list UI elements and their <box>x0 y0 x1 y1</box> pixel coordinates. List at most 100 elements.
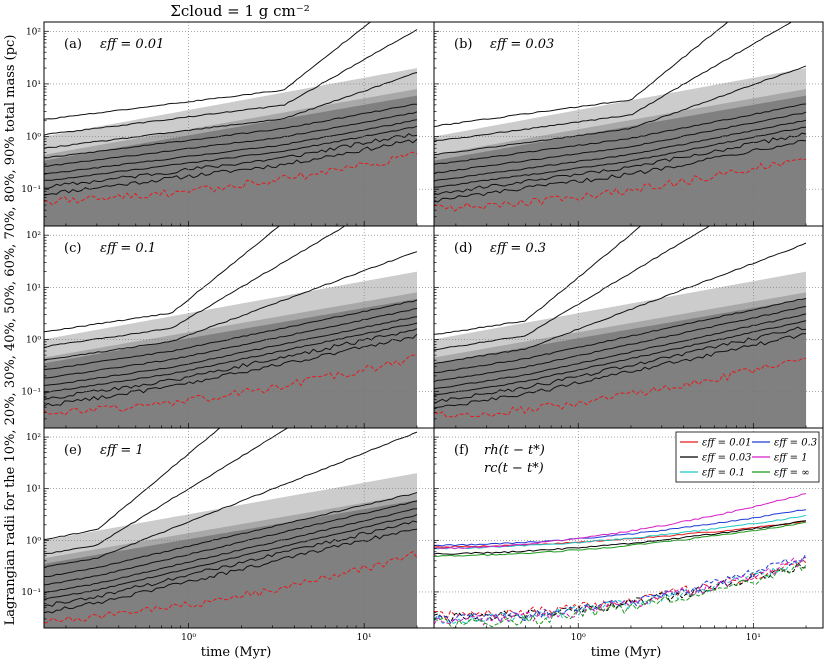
rh-line-eff-3 <box>434 509 807 547</box>
lagrangian-radius-line-50pct-c <box>44 316 418 386</box>
lagrangian-radius-line-40pct-e <box>44 514 418 601</box>
lagrangian-radius-line-80pct-e <box>44 431 418 569</box>
lagrangian-radius-line-30pct-d <box>434 326 807 404</box>
lagrangian-radius-line-30pct-b <box>434 132 807 196</box>
lagrangian-radius-line-70pct-a <box>44 103 417 159</box>
panel-d: (d) εff = 0.3 <box>433 225 824 429</box>
lagrangian-radius-line-90pct-a <box>44 29 418 136</box>
lagrangian-radius-line-20pct-e <box>44 528 418 614</box>
legend-entry-2: εff = 0.03 <box>702 453 751 464</box>
lagrangian-radius-line-50pct-e <box>44 508 418 594</box>
y-tick-label-0-a: 10⁻¹ <box>21 185 41 195</box>
lagrangian-radius-line-60pct-a <box>44 111 418 167</box>
lagrangian-radius-line-10pct-b <box>434 158 807 212</box>
legend-title-rh: rh(t − t*) <box>484 443 545 458</box>
lagrangian-radius-line-100pct-b <box>434 22 729 128</box>
lagrangian-radius-line-30pct-e <box>44 520 418 607</box>
y-tick-label-3-e: 10² <box>26 433 41 443</box>
lagrangian-radius-line-90pct-b <box>434 22 793 142</box>
rc-line-eff-5 <box>434 563 807 628</box>
lagrangian-radius-line-70pct-b <box>434 103 807 165</box>
lagrangian-radius-line-100pct-d <box>434 226 642 335</box>
panel-label-b: (b) <box>454 37 472 52</box>
panel-eff-a: εff = 0.01 <box>100 37 164 52</box>
panel-f: 10⁰ 10¹(f) rh(t − t*)rc(t − t*)εff = 0.01 ε… <box>433 427 824 643</box>
lagrangian-radius-line-40pct-b <box>434 126 807 188</box>
panels: 10⁻¹ 10⁰ 10¹ 10² (a) εff = 0.01 (b) εff = 0.03 1… <box>21 21 824 643</box>
panel-plot-area-d <box>434 226 807 428</box>
lagrangian-radius-line-50pct-a <box>44 119 418 175</box>
rh-line-eff-5 <box>434 521 807 557</box>
lagrangian-radius-line-10pct-e <box>44 550 418 624</box>
lagrangian-radius-line-60pct-b <box>434 111 807 174</box>
panel-plot-area-c <box>44 226 418 428</box>
lagrangian-radius-line-50pct-b <box>434 119 807 182</box>
rc-line-eff-4 <box>434 556 807 626</box>
lagrangian-radius-line-10pct-c <box>44 354 418 416</box>
x-axis-label-right: time (Myr) <box>591 645 662 660</box>
panel-label-a: (a) <box>64 37 82 52</box>
lagrangian-radius-line-40pct-d <box>434 320 807 397</box>
lagrangian-radius-line-80pct-d <box>434 242 807 365</box>
figure-title: Σcloud = 1 g cm⁻² <box>170 2 309 20</box>
y-tick-label-2-c: 10¹ <box>26 283 41 293</box>
lagrangian-radius-line-60pct-e <box>44 500 418 586</box>
legend-entry-1: εff = 0.3 <box>774 438 817 449</box>
lagrangian-radius-line-90pct-e <box>44 428 289 555</box>
panel-eff-b: εff = 0.03 <box>490 37 554 52</box>
panel-label-c: (c) <box>64 241 81 256</box>
legend: εff = 0.01 εff = 0.3 εff = 0.03 εff = 1 εff … <box>675 431 820 483</box>
x-axis-label-left: time (Myr) <box>201 645 272 660</box>
y-tick-label-3-a: 10² <box>26 27 41 37</box>
panel-plot-area-e <box>44 428 418 628</box>
y-tick-label-0-c: 10⁻¹ <box>21 388 41 398</box>
lagrangian-radius-line-40pct-c <box>44 322 418 393</box>
lagrangian-radius-line-70pct-d <box>434 298 807 373</box>
panel-plot-area-a <box>44 22 418 226</box>
legend-entry-3: εff = 1 <box>774 453 808 464</box>
x-tick-label-0-e: 10⁰ <box>181 633 196 643</box>
legend-box <box>675 431 820 483</box>
panel-frame-f <box>433 427 824 629</box>
legend-entry-5: εff = ∞ <box>774 468 810 479</box>
panel-a: 10⁻¹ 10⁰ 10¹ 10² (a) εff = 0.01 <box>21 21 435 227</box>
lagrangian-radius-line-90pct-d <box>434 226 711 351</box>
lagrangian-radius-line-60pct-d <box>434 305 807 382</box>
lagrangian-radius-line-20pct-d <box>434 333 807 410</box>
panel-label-d: (d) <box>454 241 472 256</box>
lagrangian-radius-line-30pct-c <box>44 328 418 400</box>
rc-line-eff-1 <box>434 561 806 624</box>
y-tick-label-3-c: 10² <box>26 231 41 241</box>
lagrangian-radius-line-80pct-b <box>434 65 807 156</box>
y-tick-label-1-c: 10⁰ <box>26 335 41 345</box>
shaded-band-dark-d <box>434 298 807 428</box>
lagrangian-radius-line-50pct-d <box>434 313 807 390</box>
shaded-band-dark-a <box>44 95 417 226</box>
y-tick-label-1-e: 10⁰ <box>26 536 41 546</box>
x-tick-label-0-f: 10⁰ <box>571 633 586 643</box>
x-tick-label-1-e: 10¹ <box>357 633 372 643</box>
rh-line-eff-1 <box>434 520 807 555</box>
shaded-band-dark-c <box>44 298 417 428</box>
lagrangian-radius-line-40pct-a <box>44 125 418 181</box>
lagrangian-radius-line-70pct-e <box>44 492 418 578</box>
lagrangian-radius-line-20pct-c <box>44 333 418 407</box>
y-tick-label-1-a: 10⁰ <box>26 133 41 143</box>
lagrangian-radius-line-10pct-d <box>434 357 807 418</box>
legend-title-rc: rc(t − t*) <box>484 461 544 476</box>
lagrangian-radius-line-10pct-a <box>44 151 418 206</box>
shaded-band-dark-b <box>434 95 807 226</box>
y-tick-label-2-e: 10¹ <box>26 485 41 495</box>
panel-e: 10⁻¹ 10⁰ 10¹ 10² 10⁰ 10¹ (e) εff = 1 <box>21 427 435 643</box>
panel-label-e: (e) <box>64 443 82 458</box>
panel-eff-c: εff = 0.1 <box>100 241 156 256</box>
y-tick-label-2-a: 10¹ <box>26 80 41 90</box>
panel-eff-d: εff = 0.3 <box>490 241 546 256</box>
lagrangian-radius-line-90pct-c <box>44 226 346 348</box>
panel-label-f: (f) <box>454 443 469 458</box>
panel-b: (b) εff = 0.03 <box>433 21 824 227</box>
panel-c: 10⁻¹ 10⁰ 10¹ 10² (c) εff = 0.1 <box>21 225 435 429</box>
lagrangian-radius-line-100pct-c <box>44 226 281 333</box>
legend-entry-4: εff = 0.1 <box>702 468 745 479</box>
panel-eff-e: εff = 1 <box>100 443 144 458</box>
